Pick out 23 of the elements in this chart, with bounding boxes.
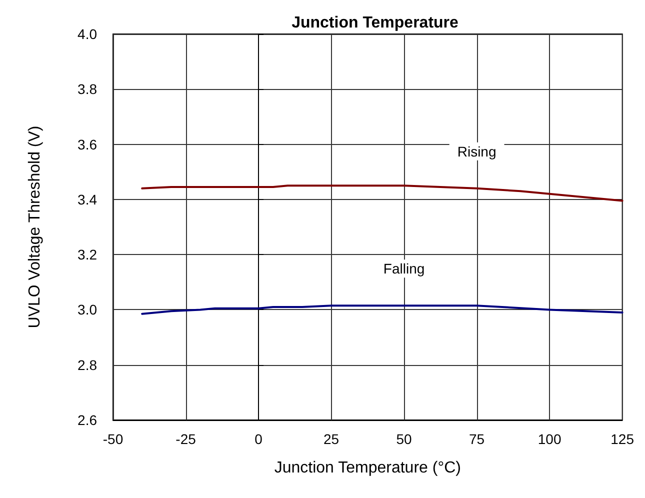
y-tick-label: 3.6 [78,136,98,152]
text: Falling [383,260,425,277]
x-tick-label: 75 [469,431,485,447]
y-tick-label: 3.8 [78,81,98,98]
y-tick-label: 3.4 [78,191,98,208]
y-tick-label: 2.8 [78,356,98,373]
y-axis-title: UVLO Voltage Threshold (V) [26,126,44,328]
y-tick-label: 3.2 [78,246,98,263]
x-tick-label: -25 [176,431,196,447]
x-tick-label: 50 [396,431,412,447]
x-tick-label: -50 [102,431,124,447]
x-tick-label: 0 [254,431,263,447]
chart-title: Junction Temperature [292,14,459,32]
x-axis-title: Junction Temperature (°C) [274,460,461,476]
x-tick-label: 125 [610,431,634,447]
line-series [141,304,624,315]
y-tick-label: 2.6 [78,412,98,428]
x-tick-label: 25 [323,431,340,447]
line-series [141,184,624,202]
y-tick-label: 4.0 [78,26,98,42]
text: Rising [457,143,496,160]
x-tick-label: 100 [538,431,562,447]
y-tick-label: 3.0 [78,302,98,318]
